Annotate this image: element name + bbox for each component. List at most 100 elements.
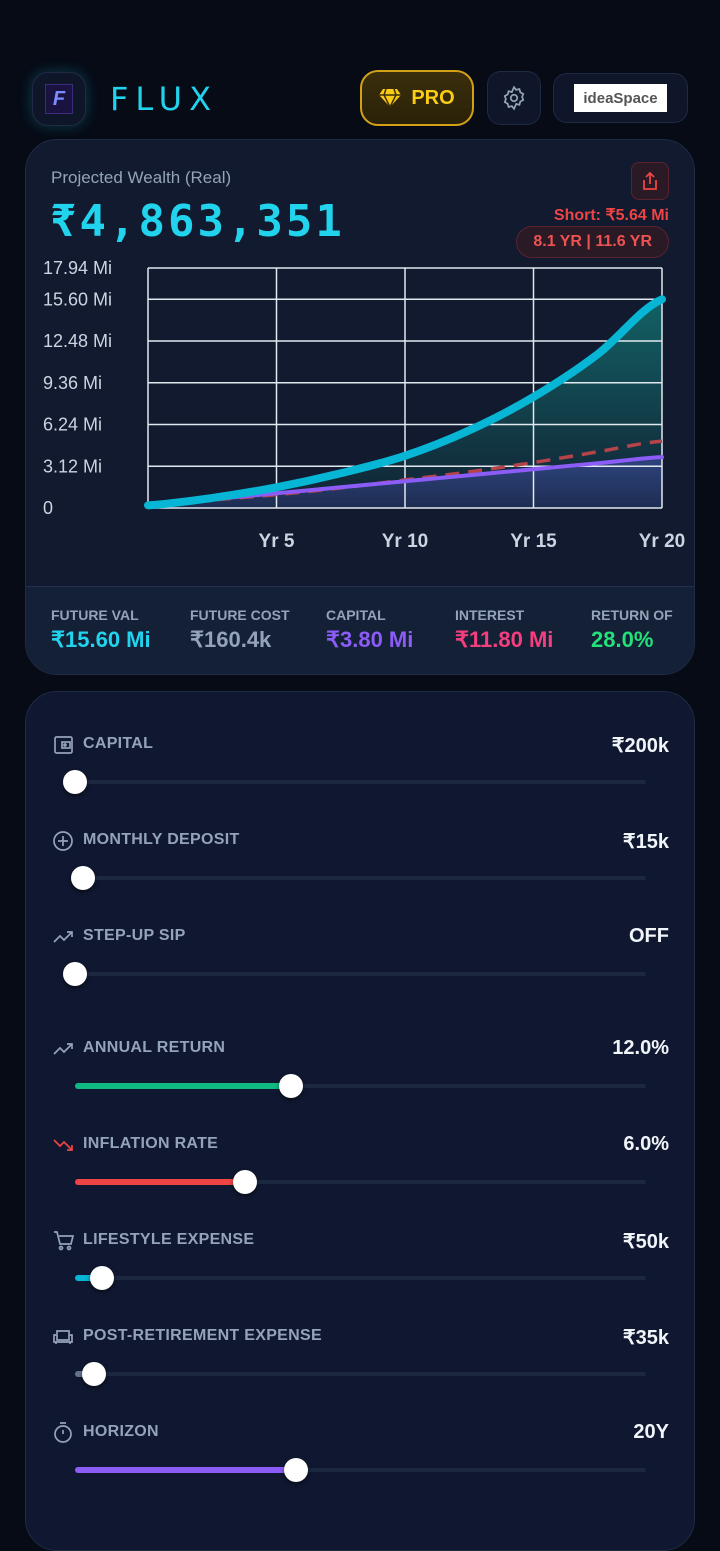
shortfall-text: Short: ₹5.64 Mi bbox=[553, 207, 669, 224]
stat-value: ₹11.80 Mi bbox=[455, 627, 554, 652]
y-tick-label: 12.48 Mi bbox=[43, 331, 112, 351]
app-logo[interactable]: F bbox=[32, 72, 86, 126]
slider-row-capital: CAPITAL ₹200k bbox=[26, 733, 694, 823]
slider-thumb[interactable] bbox=[278, 1074, 303, 1098]
wallet-icon bbox=[54, 736, 73, 754]
trend-up-icon bbox=[53, 1043, 73, 1055]
stat-future-val: FUTURE VAL ₹15.60 Mi bbox=[51, 607, 151, 653]
partner-logo-button[interactable]: ideaSpace bbox=[553, 73, 688, 123]
stat-future-cost: FUTURE COST ₹160.4k bbox=[190, 607, 290, 653]
slider-track[interactable] bbox=[63, 962, 646, 986]
stat-value: ₹3.80 Mi bbox=[326, 627, 414, 652]
slider-value: 20Y bbox=[633, 1421, 669, 1443]
slider-track[interactable] bbox=[63, 770, 646, 794]
cart-icon bbox=[54, 1231, 74, 1251]
slider-thumb[interactable] bbox=[89, 1266, 114, 1290]
slider-track[interactable] bbox=[75, 1458, 646, 1482]
y-tick-label: 0 bbox=[43, 498, 53, 518]
projection-title: Projected Wealth (Real) bbox=[51, 168, 232, 187]
slider-thumb[interactable] bbox=[283, 1458, 308, 1482]
slider-label: MONTHLY DEPOSIT bbox=[83, 831, 240, 848]
stat-label: FUTURE COST bbox=[190, 607, 290, 623]
plus-circle-icon bbox=[53, 831, 73, 851]
stat-interest: INTEREST ₹11.80 Mi bbox=[455, 607, 553, 653]
slider-thumb[interactable] bbox=[63, 962, 87, 986]
y-tick-label: 17.94 Mi bbox=[43, 258, 112, 278]
stat-label: FUTURE VAL bbox=[51, 607, 139, 623]
slider-row-post-retirement-expense: POST-RETIREMENT EXPENSE ₹35k bbox=[26, 1325, 694, 1415]
sofa-icon bbox=[53, 1330, 73, 1344]
slider-thumb[interactable] bbox=[70, 866, 95, 890]
x-tick-label: Yr 5 bbox=[259, 531, 295, 552]
logo-f-icon: F bbox=[45, 84, 73, 114]
slider-value: ₹35k bbox=[622, 1327, 669, 1349]
stat-label: INTEREST bbox=[455, 607, 525, 623]
projection-card: Projected Wealth (Real) ₹4,863,351 Short… bbox=[25, 139, 695, 675]
slider-fill bbox=[75, 1083, 291, 1089]
stat-label: RETURN OF bbox=[591, 607, 673, 623]
slider-value: ₹200k bbox=[611, 735, 669, 757]
slider-fill bbox=[75, 1179, 246, 1185]
projected-wealth-value: ₹4,863,351 bbox=[50, 196, 345, 247]
stat-label: CAPITAL bbox=[326, 607, 386, 623]
stats-bar: FUTURE VAL ₹15.60 Mi FUTURE COST ₹160.4k CAP… bbox=[26, 586, 694, 674]
years-badge: 8.1 YR | 11.6 YR bbox=[516, 226, 669, 258]
slider-label: POST-RETIREMENT EXPENSE bbox=[83, 1327, 322, 1344]
slider-label: ANNUAL RETURN bbox=[83, 1039, 226, 1056]
slider-thumb[interactable] bbox=[233, 1170, 258, 1194]
trend-up-icon bbox=[53, 931, 73, 943]
trend-down-icon bbox=[53, 1139, 73, 1151]
x-tick-label: Yr 10 bbox=[382, 531, 428, 552]
slider-track[interactable] bbox=[70, 866, 646, 890]
stat-value: 28.0% bbox=[591, 627, 654, 652]
slider-thumb[interactable] bbox=[63, 770, 87, 794]
stat-value: ₹160.4k bbox=[190, 627, 272, 652]
x-tick-label: Yr 15 bbox=[510, 531, 557, 552]
slider-row-monthly-deposit: MONTHLY DEPOSIT ₹15k bbox=[26, 829, 694, 919]
slider-row-inflation-rate: INFLATION RATE 6.0% bbox=[26, 1133, 694, 1223]
share-button[interactable] bbox=[631, 162, 669, 200]
x-tick-label: Yr 20 bbox=[639, 531, 685, 552]
slider-label: CAPITAL bbox=[83, 735, 154, 752]
slider-track[interactable] bbox=[75, 1266, 646, 1290]
pro-label: PRO bbox=[411, 86, 455, 109]
slider-thumb[interactable] bbox=[81, 1362, 106, 1386]
share-icon bbox=[643, 171, 657, 190]
y-tick-label: 15.60 Mi bbox=[43, 289, 112, 309]
slider-row-step-up-sip: STEP-UP SIP OFF bbox=[26, 925, 694, 1015]
stat-return-of: RETURN OF 28.0% bbox=[591, 607, 673, 653]
slider-value: 6.0% bbox=[623, 1133, 669, 1155]
settings-button[interactable] bbox=[487, 71, 541, 125]
slider-row-horizon: HORIZON 20Y bbox=[26, 1421, 694, 1511]
slider-value: 12.0% bbox=[612, 1037, 669, 1059]
slider-fill bbox=[75, 1275, 102, 1281]
gear-icon bbox=[503, 85, 525, 111]
diamond-icon bbox=[379, 88, 402, 108]
pro-button[interactable]: PRO bbox=[360, 70, 474, 126]
slider-fill bbox=[75, 1467, 296, 1473]
inputs-card: CAPITAL ₹200k MONTHLY DEPOSIT ₹15k STEP-… bbox=[25, 691, 695, 1551]
future-value-line bbox=[144, 295, 666, 510]
slider-value: ₹15k bbox=[622, 831, 669, 853]
stat-value: ₹15.60 Mi bbox=[51, 627, 151, 652]
stat-capital: CAPITAL ₹3.80 Mi bbox=[326, 607, 413, 653]
slider-label: INFLATION RATE bbox=[83, 1135, 219, 1152]
slider-track[interactable] bbox=[75, 1074, 646, 1098]
y-tick-label: 9.36 Mi bbox=[43, 373, 102, 393]
wealth-chart: 17.94 Mi 15.60 Mi 12.48 Mi 9.36 Mi 6.24 Mi 3.… bbox=[43, 258, 685, 552]
partner-logo: ideaSpace bbox=[574, 84, 667, 112]
slider-value: OFF bbox=[629, 925, 669, 947]
timer-icon bbox=[54, 1422, 72, 1443]
slider-label: HORIZON bbox=[83, 1423, 159, 1440]
brand-name: FLUX bbox=[110, 80, 218, 118]
y-tick-label: 3.12 Mi bbox=[43, 456, 102, 476]
slider-value: ₹50k bbox=[622, 1231, 669, 1253]
slider-track[interactable] bbox=[75, 1362, 646, 1386]
slider-label: STEP-UP SIP bbox=[83, 927, 186, 944]
slider-track[interactable] bbox=[75, 1170, 646, 1194]
slider-label: LIFESTYLE EXPENSE bbox=[83, 1231, 255, 1248]
slider-row-annual-return: ANNUAL RETURN 12.0% bbox=[26, 1037, 694, 1127]
slider-row-lifestyle-expense: LIFESTYLE EXPENSE ₹50k bbox=[26, 1229, 694, 1319]
y-tick-label: 6.24 Mi bbox=[43, 415, 102, 435]
app-header: F FLUX PRO ideaSpace bbox=[32, 70, 688, 126]
